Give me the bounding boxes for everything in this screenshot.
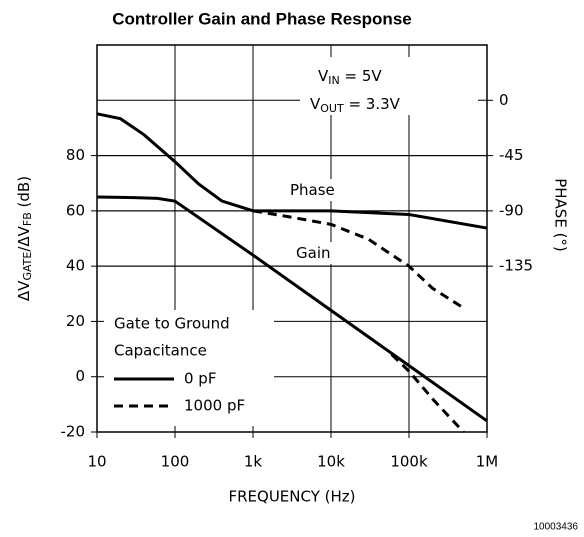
y2-tick-label: -45 (499, 146, 524, 164)
annotation-part: Gain (296, 244, 331, 262)
label-bg (293, 242, 337, 264)
y-tick-label: 40 (66, 257, 85, 275)
series-line (96, 112, 488, 230)
y2-tick-label: 0 (499, 91, 509, 109)
label-part: /ΔV (15, 225, 33, 251)
annotation: Phase (290, 181, 335, 199)
legend-label: 1000 pF (184, 397, 245, 415)
chart-title: Controller Gain and Phase Response (112, 9, 411, 28)
annotation-part: = 5V (340, 67, 383, 85)
x-axis-label: FREQUENCY (Hz) (228, 488, 355, 506)
subscript: OUT (320, 102, 344, 115)
x-tick-label: 10 (87, 453, 106, 471)
annotation-box (300, 57, 478, 115)
annotation: Gain (296, 244, 331, 262)
y2-axis-label: PHASE (°) (552, 178, 570, 252)
x-tick-label: 100k (390, 453, 428, 471)
y2-tick-label: -90 (499, 201, 524, 219)
series-line (96, 195, 488, 423)
y-tick-label: 20 (66, 312, 85, 330)
legend-title: Capacitance (114, 342, 207, 360)
label-bg (287, 179, 341, 201)
y-tick-label: -20 (61, 423, 86, 441)
x-tick-label: 1k (244, 453, 263, 471)
y2-tick-label: -135 (499, 257, 533, 275)
annotation-part: = 3.3V (344, 95, 401, 113)
y-tick-label: 60 (66, 201, 85, 219)
x-tick-label: 1M (476, 453, 499, 471)
y-tick-label: 0 (75, 367, 85, 385)
series-line (390, 353, 465, 434)
x-tick-label: 100 (161, 453, 190, 471)
annotation-part: V (318, 67, 329, 85)
y-axis-label: ΔVGATE/ΔVFB (dB) (15, 176, 35, 301)
annotation: VIN = 5V (318, 67, 382, 88)
subscript: IN (328, 74, 339, 87)
annotation-part: V (310, 95, 321, 113)
subscript: GATE (21, 252, 34, 281)
annotation: VOUT = 3.3V (310, 95, 401, 116)
label-part: ΔV (15, 280, 33, 301)
legend-title: Gate to Ground (114, 315, 230, 333)
footnote: 10003436 (534, 522, 579, 533)
plot-frame (96, 44, 488, 433)
subscript: FB (21, 212, 34, 226)
legend-label: 0 pF (184, 370, 216, 388)
annotation-part: Phase (290, 181, 335, 199)
x-tick-label: 10k (317, 453, 345, 471)
series-line (252, 209, 465, 310)
label-part: (dB) (15, 176, 33, 212)
y-tick-label: 80 (66, 146, 85, 164)
